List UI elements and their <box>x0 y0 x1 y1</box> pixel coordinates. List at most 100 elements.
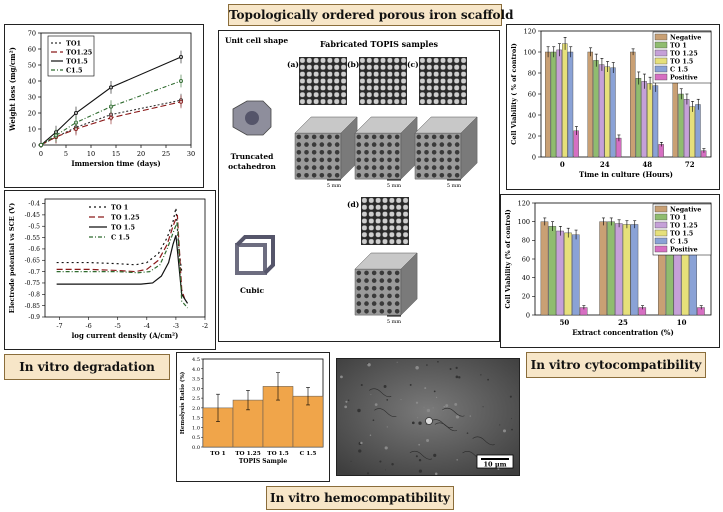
y-tick-label: 50 <box>28 62 36 70</box>
legend-entry: Negative <box>670 207 701 214</box>
lattice-strut <box>361 204 367 210</box>
lattice-strut <box>389 239 395 245</box>
pore <box>416 134 422 140</box>
legend-swatch <box>654 237 668 245</box>
lattice-strut <box>387 57 393 63</box>
lattice-strut <box>334 57 340 63</box>
sem-texture-spot <box>345 400 348 403</box>
series-line-C1.5 <box>40 80 182 146</box>
pore <box>371 278 377 283</box>
lattice-strut <box>419 64 425 70</box>
lattice-strut <box>387 92 393 98</box>
pore <box>379 285 385 291</box>
lattice-strut <box>380 85 386 91</box>
lattice-strut <box>454 78 460 84</box>
pore <box>387 157 392 163</box>
sem-texture-spot <box>482 406 484 408</box>
pore <box>416 165 422 170</box>
bar-TO1 <box>635 78 642 158</box>
lattice-strut <box>403 211 409 217</box>
sem-texture-spot <box>370 393 372 395</box>
lattice-strut <box>389 232 395 238</box>
bar-C1.5 <box>571 234 580 316</box>
sem-texture-spot <box>367 362 369 364</box>
pore <box>424 172 429 178</box>
pore <box>379 293 385 299</box>
lattice-strut <box>461 99 467 105</box>
pore <box>416 172 422 178</box>
lattice-strut <box>313 99 319 105</box>
lattice-strut <box>368 239 374 245</box>
lattice-strut <box>299 85 305 91</box>
lattice-strut <box>366 64 372 70</box>
lattice-strut <box>368 197 374 203</box>
bar-C1.5 <box>652 85 659 158</box>
lattice-strut <box>394 99 400 105</box>
legend-entry: TO 1 <box>670 43 687 50</box>
pore <box>454 157 460 163</box>
y-tick-label: 100 <box>524 48 536 56</box>
y-tick-label: 0.5 <box>192 435 200 441</box>
sem-texture-spot <box>435 396 438 398</box>
bar-TO1.5 <box>604 66 611 158</box>
pore <box>424 149 429 155</box>
pore <box>364 308 369 314</box>
lattice-strut <box>361 211 367 217</box>
sem-texture-spot <box>487 378 489 381</box>
x-axis-label: log current density (A/cm²) <box>72 331 179 340</box>
y-tick-label: 80 <box>522 237 530 245</box>
sem-texture-spot <box>499 424 501 426</box>
lattice-strut <box>373 64 379 70</box>
sem-texture-spot <box>418 421 422 425</box>
sem-texture-spot <box>426 364 428 366</box>
lattice-strut <box>380 71 386 77</box>
pore <box>311 165 317 170</box>
pore <box>356 301 362 306</box>
lattice-strut <box>396 225 402 231</box>
lattice-strut <box>366 99 372 105</box>
pore <box>319 172 325 178</box>
lattice-strut <box>361 218 367 224</box>
lattice-strut <box>320 78 326 84</box>
sem-texture-spot <box>445 404 449 408</box>
sem-texture-spot <box>443 409 445 411</box>
lattice-strut <box>327 92 333 98</box>
lattice-strut <box>389 225 395 231</box>
pore <box>356 270 362 276</box>
sem-texture-spot <box>456 459 458 461</box>
x-tick-label: 0 <box>560 160 565 169</box>
bar-TO1.5 <box>647 83 653 158</box>
fabricated-header: Fabricated TOPIS samples <box>320 39 439 49</box>
sem-texture-spot <box>480 374 482 376</box>
pore <box>334 157 340 163</box>
x-tick-label: TO 1.5 <box>267 451 288 457</box>
bar-TO1.25 <box>556 49 562 158</box>
pore <box>334 172 340 178</box>
lattice-strut <box>361 239 367 245</box>
lattice-strut <box>366 85 372 91</box>
y-tick-label: 1.0 <box>192 425 200 431</box>
pore <box>379 134 385 140</box>
pore <box>454 165 460 170</box>
pore <box>327 149 332 155</box>
lattice-strut <box>403 197 409 203</box>
y-tick-label: -0.65 <box>25 257 41 264</box>
lattice-strut <box>389 204 395 210</box>
bar-TO1 <box>550 51 557 158</box>
legend-entry: TO 1.5 <box>670 231 693 238</box>
bar-TO1.5 <box>622 224 631 316</box>
sem-texture-spot <box>424 387 427 390</box>
lattice-strut <box>387 64 393 70</box>
bar-TO1 <box>548 226 557 316</box>
sem-texture-spot <box>458 376 461 379</box>
sem-texture-spot <box>374 403 378 407</box>
lattice-strut <box>334 71 340 77</box>
lattice-strut <box>461 57 467 63</box>
bar-Positive <box>579 307 588 316</box>
y-tick-label: -0.75 <box>25 280 41 287</box>
lattice-strut <box>313 85 319 91</box>
pore <box>364 142 369 147</box>
y-axis-label: Weight loss (mg/cm²) <box>8 47 17 132</box>
lattice-strut <box>380 92 386 98</box>
pore <box>439 165 445 170</box>
